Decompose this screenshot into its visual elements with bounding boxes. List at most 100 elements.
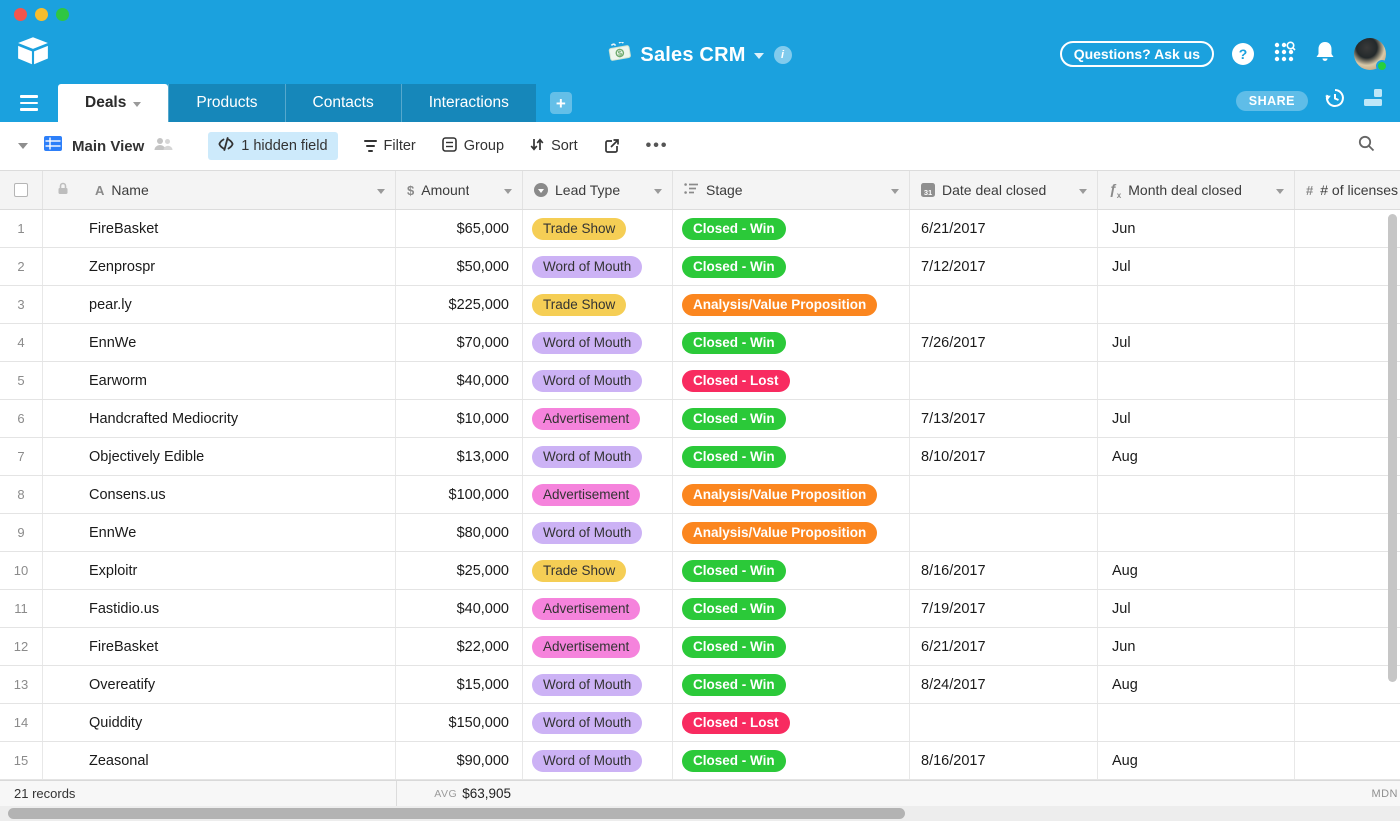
cell-num-licenses[interactable] bbox=[1295, 210, 1400, 247]
mdn-summary[interactable]: MDN bbox=[1371, 787, 1398, 800]
cell-date-deal-closed[interactable]: 8/16/2017 bbox=[910, 742, 1098, 779]
cell-stage[interactable]: Closed - Lost bbox=[673, 362, 910, 399]
cell-date-deal-closed[interactable]: 8/24/2017 bbox=[910, 666, 1098, 703]
cell-num-licenses[interactable] bbox=[1295, 362, 1400, 399]
cell-stage[interactable]: Analysis/Value Proposition bbox=[673, 286, 910, 323]
cell-date-deal-closed[interactable] bbox=[910, 286, 1098, 323]
help-icon[interactable]: ? bbox=[1232, 43, 1254, 65]
cell-lead-type[interactable]: Trade Show bbox=[523, 552, 673, 589]
cell-month-deal-closed[interactable] bbox=[1098, 362, 1295, 399]
cell-stage[interactable]: Closed - Win bbox=[673, 628, 910, 665]
cell-stage[interactable]: Closed - Win bbox=[673, 666, 910, 703]
cell-date-deal-closed[interactable]: 7/19/2017 bbox=[910, 590, 1098, 627]
cell-month-deal-closed[interactable]: Aug bbox=[1098, 742, 1295, 779]
cell-name[interactable]: FireBasket bbox=[43, 210, 396, 247]
cell-stage[interactable]: Closed - Win bbox=[673, 590, 910, 627]
cell-lead-type[interactable]: Advertisement bbox=[523, 400, 673, 437]
cell-amount[interactable]: $50,000 bbox=[396, 248, 523, 285]
cell-month-deal-closed[interactable] bbox=[1098, 514, 1295, 551]
search-icon[interactable] bbox=[1357, 134, 1376, 158]
cell-num-licenses[interactable] bbox=[1295, 324, 1400, 361]
cell-amount[interactable]: $25,000 bbox=[396, 552, 523, 589]
cell-month-deal-closed[interactable] bbox=[1098, 704, 1295, 741]
column-caret-icon[interactable] bbox=[1079, 188, 1087, 194]
questions-button[interactable]: Questions? Ask us bbox=[1059, 41, 1214, 67]
cell-amount[interactable]: $40,000 bbox=[396, 362, 523, 399]
cell-name[interactable]: EnnWe bbox=[43, 514, 396, 551]
cell-num-licenses[interactable] bbox=[1295, 628, 1400, 665]
cell-date-deal-closed[interactable] bbox=[910, 362, 1098, 399]
cell-month-deal-closed[interactable]: Jul bbox=[1098, 400, 1295, 437]
cell-name[interactable]: Zeasonal bbox=[43, 742, 396, 779]
cell-month-deal-closed[interactable]: Jul bbox=[1098, 248, 1295, 285]
row-number[interactable]: 8 bbox=[0, 476, 43, 513]
cell-lead-type[interactable]: Advertisement bbox=[523, 590, 673, 627]
column-caret-icon[interactable] bbox=[377, 188, 385, 194]
row-number[interactable]: 15 bbox=[0, 742, 43, 779]
airtable-logo[interactable] bbox=[16, 36, 50, 71]
cell-amount[interactable]: $40,000 bbox=[396, 590, 523, 627]
cell-num-licenses[interactable] bbox=[1295, 248, 1400, 285]
apps-search-icon[interactable] bbox=[1272, 40, 1296, 69]
cell-month-deal-closed[interactable] bbox=[1098, 286, 1295, 323]
cell-name[interactable]: Quiddity bbox=[43, 704, 396, 741]
cell-name[interactable]: EnnWe bbox=[43, 324, 396, 361]
horizontal-scrollbar-track[interactable] bbox=[0, 806, 1400, 821]
cell-num-licenses[interactable] bbox=[1295, 400, 1400, 437]
collaborators-icon[interactable] bbox=[152, 136, 174, 157]
cell-month-deal-closed[interactable]: Jun bbox=[1098, 628, 1295, 665]
cell-month-deal-closed[interactable]: Jul bbox=[1098, 590, 1295, 627]
row-number[interactable]: 6 bbox=[0, 400, 43, 437]
add-table-button[interactable]: + bbox=[549, 92, 572, 114]
column-caret-icon[interactable] bbox=[504, 188, 512, 194]
close-window-button[interactable] bbox=[14, 8, 27, 21]
column-header-lead-type[interactable]: Lead Type bbox=[523, 171, 673, 209]
row-number[interactable]: 1 bbox=[0, 210, 43, 247]
cell-num-licenses[interactable] bbox=[1295, 704, 1400, 741]
notifications-bell-icon[interactable] bbox=[1314, 40, 1336, 69]
cell-date-deal-closed[interactable] bbox=[910, 514, 1098, 551]
base-title-area[interactable]: $ Sales CRM i bbox=[0, 41, 1400, 68]
column-header-amount[interactable]: $ Amount bbox=[396, 171, 523, 209]
row-number[interactable]: 13 bbox=[0, 666, 43, 703]
row-number[interactable]: 9 bbox=[0, 514, 43, 551]
cell-date-deal-closed[interactable]: 7/26/2017 bbox=[910, 324, 1098, 361]
cell-name[interactable]: Exploitr bbox=[43, 552, 396, 589]
amount-summary[interactable]: AVG $63,905 bbox=[396, 781, 523, 806]
filter-button[interactable]: Filter bbox=[363, 138, 416, 154]
cell-date-deal-closed[interactable]: 8/10/2017 bbox=[910, 438, 1098, 475]
base-title-caret-icon[interactable] bbox=[753, 53, 764, 59]
cell-month-deal-closed[interactable]: Aug bbox=[1098, 666, 1295, 703]
row-number[interactable]: 3 bbox=[0, 286, 43, 323]
cell-num-licenses[interactable] bbox=[1295, 438, 1400, 475]
cell-month-deal-closed[interactable]: Aug bbox=[1098, 552, 1295, 589]
cell-amount[interactable]: $13,000 bbox=[396, 438, 523, 475]
cell-amount[interactable]: $100,000 bbox=[396, 476, 523, 513]
cell-name[interactable]: Consens.us bbox=[43, 476, 396, 513]
column-header-month-deal-closed[interactable]: ƒx Month deal closed bbox=[1098, 171, 1295, 209]
tab-interactions[interactable]: Interactions bbox=[400, 84, 536, 122]
cell-lead-type[interactable]: Word of Mouth bbox=[523, 438, 673, 475]
column-caret-icon[interactable] bbox=[891, 188, 899, 194]
cell-name[interactable]: FireBasket bbox=[43, 628, 396, 665]
cell-stage[interactable]: Closed - Win bbox=[673, 324, 910, 361]
cell-date-deal-closed[interactable]: 6/21/2017 bbox=[910, 628, 1098, 665]
cell-date-deal-closed[interactable] bbox=[910, 704, 1098, 741]
column-header-stage[interactable]: Stage bbox=[673, 171, 910, 209]
cell-stage[interactable]: Analysis/Value Proposition bbox=[673, 476, 910, 513]
cell-lead-type[interactable]: Word of Mouth bbox=[523, 324, 673, 361]
cell-month-deal-closed[interactable]: Jun bbox=[1098, 210, 1295, 247]
tab-contacts[interactable]: Contacts bbox=[284, 84, 401, 122]
tab-deals[interactable]: Deals bbox=[58, 84, 169, 122]
cell-lead-type[interactable]: Word of Mouth bbox=[523, 666, 673, 703]
minimize-window-button[interactable] bbox=[35, 8, 48, 21]
share-button[interactable]: SHARE bbox=[1235, 90, 1308, 111]
zoom-window-button[interactable] bbox=[56, 8, 69, 21]
cell-amount[interactable]: $80,000 bbox=[396, 514, 523, 551]
cell-num-licenses[interactable] bbox=[1295, 742, 1400, 779]
row-number[interactable]: 11 bbox=[0, 590, 43, 627]
cell-lead-type[interactable]: Word of Mouth bbox=[523, 362, 673, 399]
cell-date-deal-closed[interactable]: 7/13/2017 bbox=[910, 400, 1098, 437]
cell-lead-type[interactable]: Word of Mouth bbox=[523, 742, 673, 779]
cell-month-deal-closed[interactable]: Aug bbox=[1098, 438, 1295, 475]
